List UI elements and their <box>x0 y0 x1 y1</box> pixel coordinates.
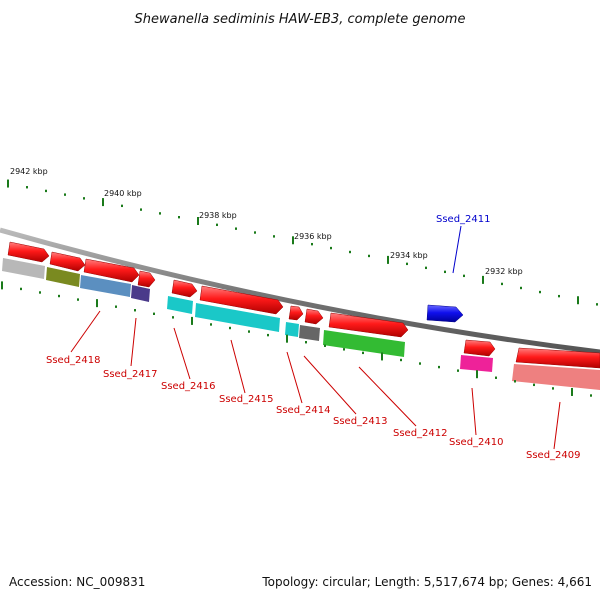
gene-ssed-2413[interactable] <box>304 308 324 325</box>
cog-bar <box>323 330 405 357</box>
gene-ssed-2411[interactable] <box>426 304 464 323</box>
genome-backbone <box>0 227 600 355</box>
topology-text: Topology: circular; Length: 5,517,674 bp… <box>261 575 592 589</box>
kbp-labels: 2942 kbp 2940 kbp 2938 kbp 2936 kbp 2934… <box>10 167 523 276</box>
cog-category-track <box>2 258 600 390</box>
scale-ticks <box>7 179 598 306</box>
gene-ssed-2410[interactable] <box>463 339 496 357</box>
inner-ticks <box>1 281 592 397</box>
kbp-label: 2932 kbp <box>485 267 523 276</box>
gene-ssed-2418[interactable] <box>7 241 50 263</box>
gene-label[interactable]: Ssed_2410 <box>449 437 504 448</box>
gene-ssed-2415b[interactable] <box>199 285 284 315</box>
gene-ssed-2412[interactable] <box>328 312 409 338</box>
cog-bar <box>195 303 280 332</box>
kbp-label: 2938 kbp <box>199 211 237 220</box>
cog-bar <box>46 267 80 287</box>
label-leaders <box>70 310 561 450</box>
gene-labels: Ssed_2418 Ssed_2417 Ssed_2416 Ssed_2415 … <box>46 214 581 461</box>
gene-ssed-2409[interactable] <box>515 347 600 369</box>
cog-bar <box>2 258 45 279</box>
kbp-label: 2940 kbp <box>104 189 142 198</box>
accession-text: Accession: NC_009831 <box>9 575 145 589</box>
gene-label[interactable]: Ssed_2411 <box>436 214 491 225</box>
cog-bar <box>80 275 131 297</box>
cog-bar <box>167 296 193 314</box>
gene-ssed-2416a[interactable] <box>83 258 140 283</box>
cog-bar <box>460 355 493 372</box>
kbp-label: 2936 kbp <box>294 232 332 241</box>
gene-ssed-2416b[interactable] <box>137 270 156 288</box>
gene-label[interactable]: Ssed_2413 <box>333 416 388 427</box>
gene-label[interactable]: Ssed_2416 <box>161 381 216 392</box>
gene-label[interactable]: Ssed_2412 <box>393 428 448 439</box>
gene-label[interactable]: Ssed_2418 <box>46 355 101 366</box>
genome-title: Shewanella sediminis HAW-EB3, complete g… <box>135 12 466 27</box>
forward-genes <box>7 241 600 369</box>
gene-label[interactable]: Ssed_2414 <box>276 405 331 416</box>
cog-bar <box>131 285 150 302</box>
gene-label[interactable]: Ssed_2409 <box>526 450 581 461</box>
cog-bar <box>285 322 299 337</box>
gene-ssed-2415a[interactable] <box>171 279 198 298</box>
gene-label[interactable]: Ssed_2415 <box>219 394 274 405</box>
gene-ssed-2417[interactable] <box>49 251 86 272</box>
cog-bar <box>512 364 600 390</box>
kbp-label: 2942 kbp <box>10 167 48 176</box>
gene-label[interactable]: Ssed_2417 <box>103 369 158 380</box>
label-leader-ssed-2411 <box>452 225 462 274</box>
cog-bar <box>299 325 320 341</box>
kbp-label: 2934 kbp <box>390 251 428 260</box>
gene-ssed-2414[interactable] <box>288 305 304 321</box>
